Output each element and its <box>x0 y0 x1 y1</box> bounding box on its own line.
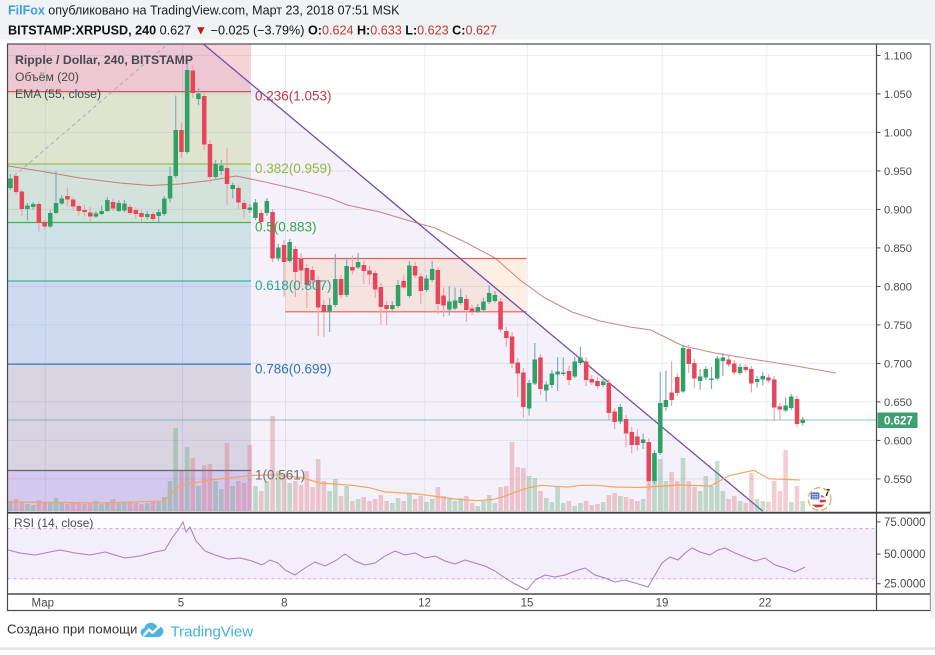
svg-text:Объём (20): Объём (20) <box>15 70 79 84</box>
svg-text:0.850: 0.850 <box>884 243 912 255</box>
svg-text:EMA (55, close): EMA (55, close) <box>15 87 101 101</box>
svg-text:1.050: 1.050 <box>884 89 912 101</box>
svg-text:0.627: 0.627 <box>884 416 913 428</box>
svg-text:0.800: 0.800 <box>884 281 912 293</box>
svg-text:1(0.561): 1(0.561) <box>255 468 305 483</box>
svg-text:0.650: 0.650 <box>884 397 912 409</box>
svg-text:Мар: Мар <box>32 598 55 610</box>
svg-text:RSI (14, close): RSI (14, close) <box>14 516 93 530</box>
svg-text:0.900: 0.900 <box>884 204 912 216</box>
svg-text:0.550: 0.550 <box>884 474 912 486</box>
svg-text:FilFox опубликовано на Trading: FilFox опубликовано на TradingView.com, … <box>8 4 400 18</box>
svg-text:0.750: 0.750 <box>884 320 912 332</box>
svg-text:25.0000: 25.0000 <box>884 579 926 591</box>
svg-text:BITSTAMP:XRPUSD, 240 0.627 ▼ −: BITSTAMP:XRPUSD, 240 0.627 ▼ −0.025 (−3.… <box>8 24 497 38</box>
svg-text:19: 19 <box>656 598 669 610</box>
svg-text:1.000: 1.000 <box>884 127 912 139</box>
svg-text:Ripple / Dollar, 240, BITSTAMP: Ripple / Dollar, 240, BITSTAMP <box>15 53 193 67</box>
svg-text:0.600: 0.600 <box>884 435 912 447</box>
svg-text:0.618(0.807): 0.618(0.807) <box>255 278 332 293</box>
svg-text:75.0000: 75.0000 <box>884 517 926 529</box>
svg-text:8: 8 <box>281 598 287 610</box>
svg-text:22: 22 <box>759 598 772 610</box>
svg-text:0.5(0.883): 0.5(0.883) <box>255 220 317 235</box>
svg-text:5: 5 <box>178 598 184 610</box>
svg-text:TradingView: TradingView <box>171 624 254 641</box>
svg-text:0.700: 0.700 <box>884 358 912 370</box>
svg-text:50.0000: 50.0000 <box>884 549 926 561</box>
svg-text:0.382(0.959): 0.382(0.959) <box>255 161 332 176</box>
svg-text:12: 12 <box>418 598 431 610</box>
svg-text:0.786(0.699): 0.786(0.699) <box>255 361 332 376</box>
svg-text:Создано при помощи: Создано при помощи <box>7 622 137 637</box>
svg-text:0.236(1.053): 0.236(1.053) <box>255 89 332 104</box>
svg-text:0.950: 0.950 <box>884 166 912 178</box>
svg-text:1.100: 1.100 <box>884 50 912 62</box>
svg-text:15: 15 <box>521 598 534 610</box>
